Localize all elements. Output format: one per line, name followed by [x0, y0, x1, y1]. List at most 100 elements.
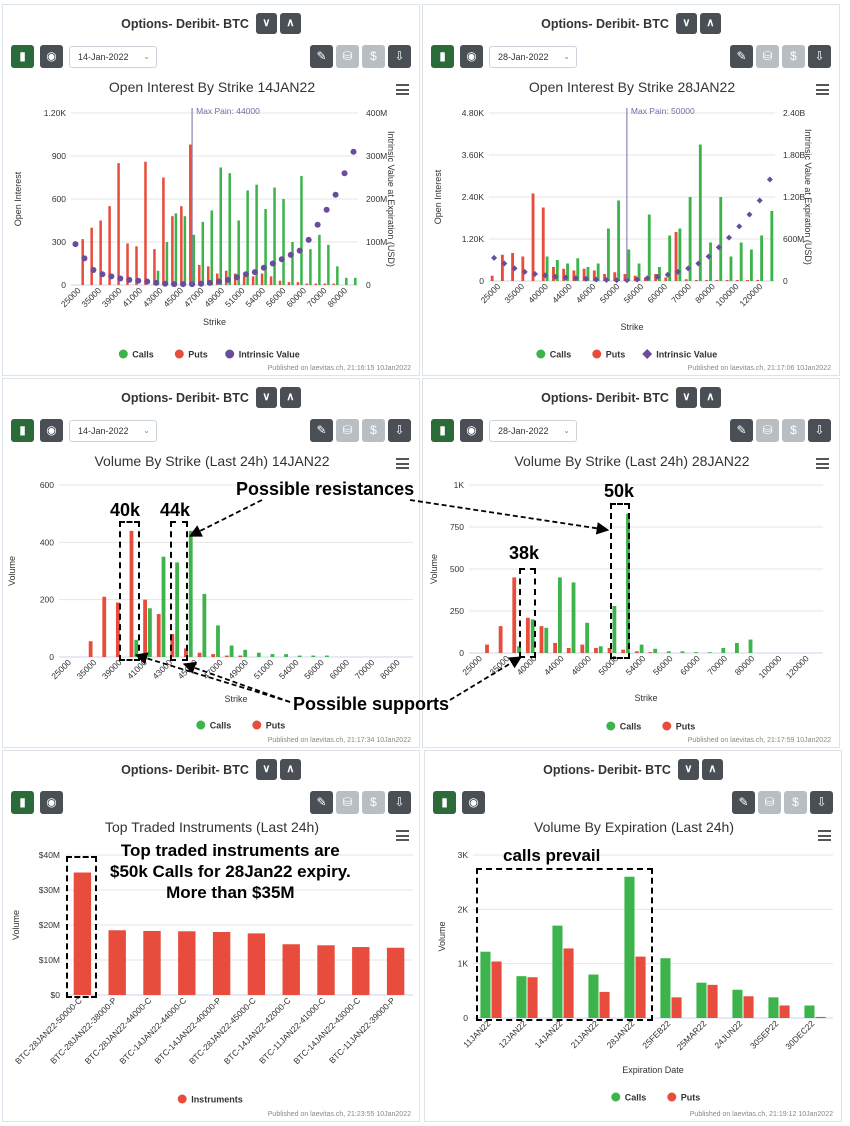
bookmark-button[interactable]: ▮: [431, 45, 454, 68]
intrinsic-point[interactable]: [296, 247, 303, 254]
puts-bar[interactable]: [566, 647, 571, 653]
puts-bar[interactable]: [323, 283, 327, 285]
instrument-bar[interactable]: [247, 933, 266, 995]
calls-bar[interactable]: [156, 270, 160, 285]
intrinsic-point[interactable]: [171, 281, 178, 288]
calls-bar[interactable]: [653, 648, 658, 653]
puts-bar[interactable]: [531, 193, 535, 282]
calls-bar[interactable]: [327, 244, 330, 285]
calls-bar[interactable]: [770, 211, 774, 281]
puts-bar[interactable]: [189, 144, 192, 285]
calls-bar[interactable]: [735, 642, 739, 653]
calls-bar[interactable]: [749, 249, 753, 282]
puts-bar[interactable]: [635, 956, 646, 1018]
calls-bar[interactable]: [309, 249, 312, 285]
calls-bar[interactable]: [586, 267, 590, 281]
intrinsic-point[interactable]: [350, 148, 357, 155]
collapse-down-button[interactable]: ∨: [255, 13, 277, 34]
intrinsic-point[interactable]: [593, 276, 600, 283]
bookmark-button[interactable]: ▮: [433, 791, 456, 814]
puts-bar[interactable]: [332, 283, 336, 285]
puts-bar[interactable]: [592, 270, 596, 282]
puts-bar[interactable]: [207, 266, 210, 285]
legend-label-puts[interactable]: Puts: [681, 1093, 701, 1103]
calls-bar[interactable]: [237, 220, 240, 286]
calls-bar[interactable]: [183, 216, 187, 285]
edit-button[interactable]: ✎: [730, 45, 753, 68]
intrinsic-point[interactable]: [108, 273, 115, 280]
puts-bar[interactable]: [674, 232, 678, 281]
puts-bar[interactable]: [664, 277, 668, 282]
chart-menu-icon[interactable]: [396, 84, 409, 95]
calls-bar[interactable]: [201, 221, 205, 285]
legend-label-calls[interactable]: Calls: [550, 350, 572, 360]
calls-bar[interactable]: [709, 242, 712, 282]
intrinsic-point[interactable]: [613, 277, 620, 284]
intrinsic-point[interactable]: [81, 255, 88, 262]
coins-button[interactable]: ⛁: [756, 45, 779, 68]
calls-bar[interactable]: [291, 242, 294, 285]
puts-bar[interactable]: [498, 626, 503, 653]
puts-bar[interactable]: [115, 602, 120, 657]
calls-bar[interactable]: [300, 176, 303, 285]
view-eye-button[interactable]: ◉: [40, 419, 63, 442]
calls-bar[interactable]: [516, 976, 527, 1018]
intrinsic-point[interactable]: [332, 191, 339, 198]
collapse-up-button[interactable]: ∧: [279, 13, 301, 34]
intrinsic-point[interactable]: [323, 206, 330, 213]
puts-bar[interactable]: [527, 977, 538, 1018]
puts-bar[interactable]: [553, 642, 557, 653]
calls-bar[interactable]: [729, 256, 733, 282]
calls-bar[interactable]: [624, 876, 635, 1018]
view-eye-button[interactable]: ◉: [460, 45, 483, 68]
puts-bar[interactable]: [144, 161, 147, 285]
puts-bar[interactable]: [623, 274, 627, 281]
calls-bar[interactable]: [585, 622, 590, 653]
bookmark-button[interactable]: ▮: [11, 791, 34, 814]
dollar-button[interactable]: $: [362, 791, 385, 814]
view-eye-button[interactable]: ◉: [462, 791, 485, 814]
chart-menu-icon[interactable]: [816, 84, 829, 95]
chart-menu-icon[interactable]: [818, 830, 831, 841]
legend-label-instruments[interactable]: Instruments: [191, 1095, 243, 1105]
calls-bar[interactable]: [210, 210, 214, 285]
calls-bar[interactable]: [688, 197, 692, 281]
puts-bar[interactable]: [81, 239, 84, 285]
puts-bar[interactable]: [108, 206, 111, 285]
chart-menu-icon[interactable]: [396, 458, 409, 469]
puts-bar[interactable]: [582, 268, 586, 281]
dollar-button[interactable]: $: [782, 419, 805, 442]
puts-bar[interactable]: [242, 276, 246, 285]
intrinsic-point[interactable]: [251, 269, 258, 276]
instrument-bar[interactable]: [212, 932, 231, 995]
calls-bar[interactable]: [297, 655, 302, 657]
collapse-down-button[interactable]: ∨: [255, 387, 277, 408]
intrinsic-point[interactable]: [278, 256, 285, 263]
calls-bar[interactable]: [134, 639, 139, 657]
calls-bar[interactable]: [617, 200, 621, 282]
puts-bar[interactable]: [572, 270, 576, 282]
puts-bar[interactable]: [269, 276, 273, 285]
calls-bar[interactable]: [284, 654, 288, 657]
calls-bar[interactable]: [264, 209, 267, 285]
calls-bar[interactable]: [739, 242, 743, 282]
calls-bar[interactable]: [558, 577, 562, 653]
calls-bar[interactable]: [637, 263, 641, 282]
intrinsic-point[interactable]: [766, 176, 773, 183]
calls-bar[interactable]: [555, 260, 559, 281]
intrinsic-point[interactable]: [736, 223, 743, 230]
intrinsic-point[interactable]: [233, 274, 240, 281]
puts-bar[interactable]: [512, 577, 517, 653]
instrument-bar[interactable]: [317, 945, 335, 995]
edit-button[interactable]: ✎: [310, 45, 333, 68]
intrinsic-point[interactable]: [153, 279, 160, 286]
puts-bar[interactable]: [563, 948, 574, 1018]
calls-bar[interactable]: [188, 530, 193, 657]
puts-bar[interactable]: [552, 267, 555, 281]
calls-bar[interactable]: [273, 187, 276, 285]
download-button[interactable]: ⇩: [388, 419, 411, 442]
calls-bar[interactable]: [228, 173, 231, 285]
intrinsic-point[interactable]: [726, 234, 733, 241]
puts-bar[interactable]: [500, 254, 504, 281]
collapse-down-button[interactable]: ∨: [675, 387, 697, 408]
